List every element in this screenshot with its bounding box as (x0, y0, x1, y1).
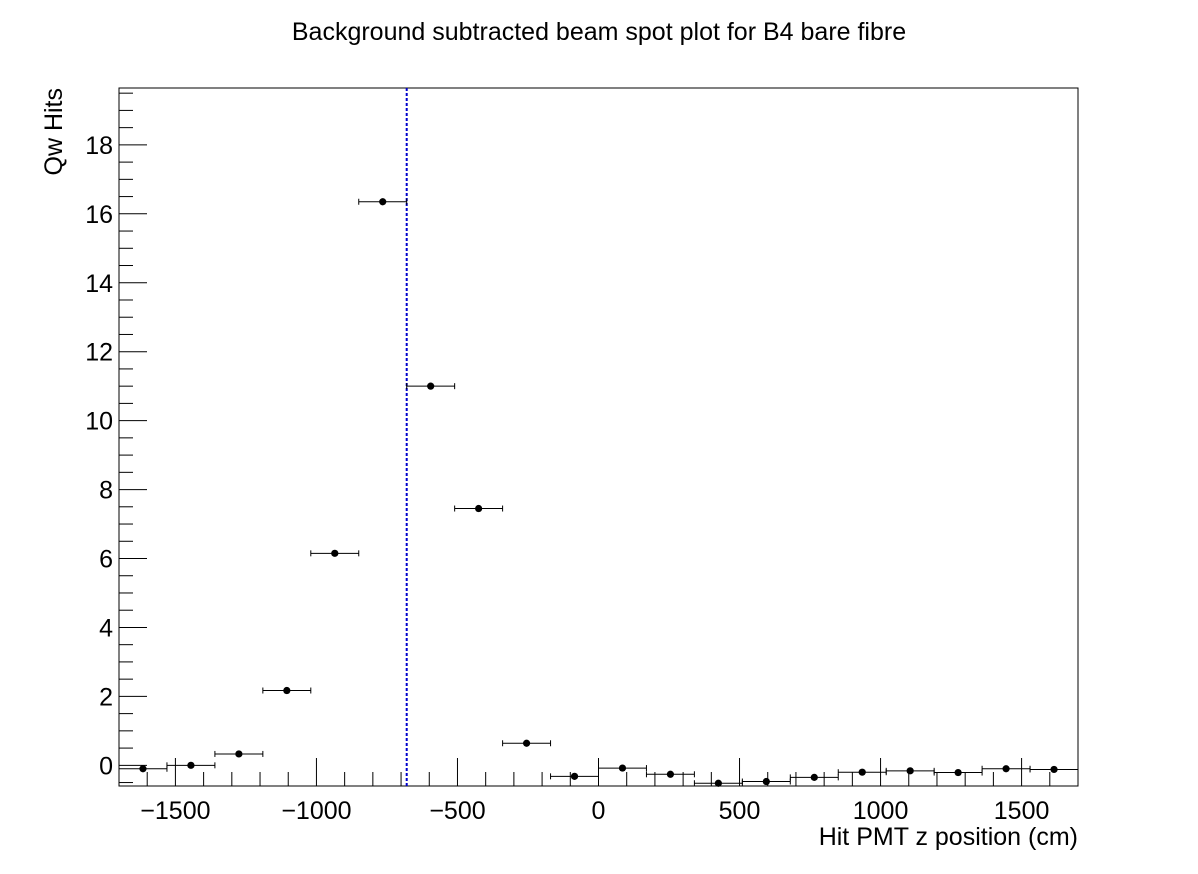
x-tick-label: −1500 (140, 797, 210, 825)
marker (331, 549, 339, 557)
marker (762, 777, 770, 786)
marker (283, 686, 291, 695)
x-tick-label: −500 (429, 797, 485, 825)
y-tick-label: 4 (99, 614, 113, 642)
marker (618, 764, 627, 772)
y-tick-label: 6 (99, 546, 113, 574)
data-points (118, 198, 1079, 787)
data-point (837, 768, 887, 776)
marker (906, 767, 914, 775)
data-point (598, 764, 647, 772)
y-axis-label: Qw Hits (40, 88, 68, 176)
axis-ticks (118, 92, 1079, 786)
data-point (214, 750, 264, 758)
y-tick-label: 2 (99, 683, 113, 711)
data-point (885, 767, 935, 775)
marker (858, 768, 866, 776)
data-point (118, 765, 168, 773)
marker (187, 761, 195, 769)
y-tick-label: 10 (85, 408, 113, 436)
marker (1002, 765, 1010, 773)
y-tick-label: 16 (85, 201, 113, 229)
y-tick-label: 12 (85, 339, 113, 367)
data-point (358, 198, 408, 206)
x-tick-label: 1000 (853, 797, 909, 825)
data-point (454, 504, 504, 513)
data-point (310, 549, 360, 557)
data-point (645, 770, 695, 778)
data-point (550, 772, 599, 780)
x-tick-label: 0 (592, 797, 606, 825)
y-tick-label: 18 (85, 132, 113, 160)
marker (427, 382, 435, 390)
data-point (933, 768, 983, 777)
chart-title: Background subtracted beam spot plot for… (292, 18, 906, 46)
marker (954, 768, 962, 777)
y-tick-labels: 0 2 4 6 8 10 12 14 16 18 (85, 132, 113, 780)
x-tick-label: −1000 (281, 797, 351, 825)
marker (666, 770, 675, 778)
plot-frame (118, 87, 1079, 787)
x-tick-label: 500 (719, 797, 761, 825)
data-point (741, 777, 791, 786)
marker (1050, 765, 1058, 774)
y-tick-label: 0 (99, 752, 113, 780)
data-point (406, 382, 456, 390)
marker (570, 772, 579, 780)
data-point (1029, 765, 1079, 774)
x-axis-label: Hit PMT z position (cm) (819, 823, 1078, 851)
x-tick-labels: −1500 −1000 −500 0 500 1000 1500 (140, 797, 1049, 825)
marker (235, 750, 243, 758)
data-point (262, 686, 312, 695)
marker (714, 779, 722, 787)
data-point (502, 739, 552, 747)
marker (379, 198, 387, 206)
marker (810, 773, 818, 781)
marker (475, 504, 483, 513)
marker (139, 765, 147, 773)
y-tick-label: 14 (85, 270, 113, 298)
marker (522, 739, 531, 747)
y-tick-label: 8 (99, 477, 113, 505)
x-tick-label: 1500 (994, 797, 1050, 825)
data-point (981, 765, 1031, 773)
data-point (166, 761, 216, 769)
data-point (789, 773, 839, 781)
